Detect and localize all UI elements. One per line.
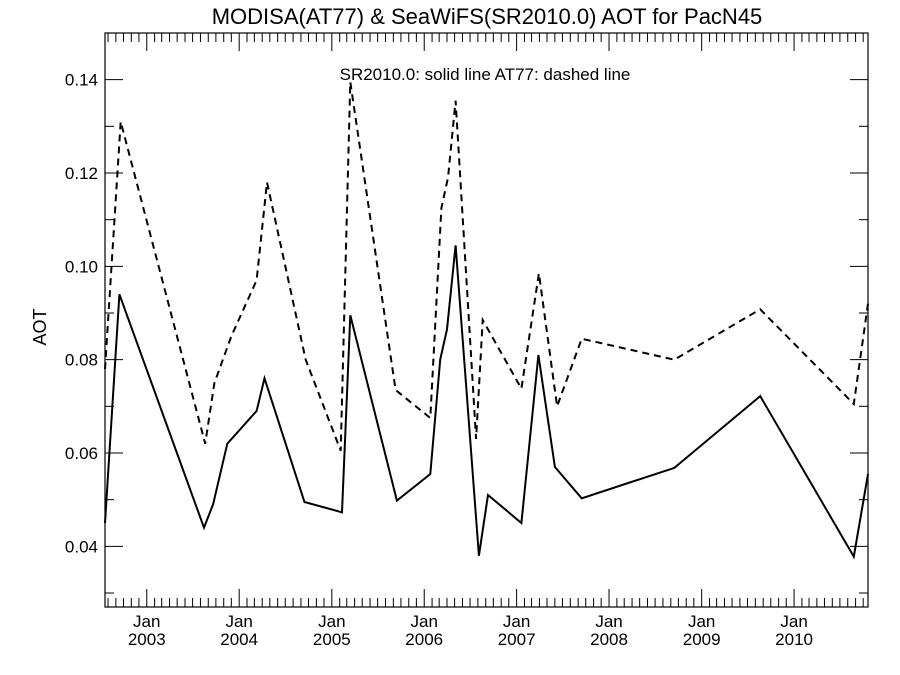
x-tick-month-label: Jan [411,612,438,631]
x-tick-month-label: Jan [780,612,807,631]
x-tick-year-label: 2007 [498,630,536,649]
x-tick-year-label: 2008 [590,630,628,649]
chart-title: MODISA(AT77) & SeaWiFS(SR2010.0) AOT for… [212,4,763,29]
x-tick-year-label: 2009 [683,630,721,649]
series-line-at77 [104,81,869,452]
y-tick-label: 0.14 [65,71,98,90]
plot-frame [104,32,869,608]
y-tick-label: 0.04 [65,537,98,556]
y-tick-label: 0.12 [65,164,98,183]
x-tick-year-label: 2004 [220,630,258,649]
x-tick-year-label: 2005 [313,630,351,649]
x-tick-month-label: Jan [595,612,622,631]
series-line-sr2010-0 [104,245,869,560]
plot-area: 0.040.060.080.100.120.14Jan2003Jan2004Ja… [65,32,869,649]
x-tick-year-label: 2003 [128,630,166,649]
x-tick-month-label: Jan [133,612,160,631]
x-tick-year-label: 2006 [405,630,443,649]
y-tick-label: 0.08 [65,351,98,370]
x-tick-month-label: Jan [503,612,530,631]
x-tick-month-label: Jan [688,612,715,631]
x-tick-month-label: Jan [225,612,252,631]
y-tick-label: 0.10 [65,257,98,276]
legend-annotation: SR2010.0: solid line AT77: dashed line [340,65,631,84]
x-tick-year-label: 2010 [775,630,813,649]
y-tick-label: 0.06 [65,444,98,463]
x-tick-month-label: Jan [318,612,345,631]
y-axis-label: AOT [30,308,50,345]
